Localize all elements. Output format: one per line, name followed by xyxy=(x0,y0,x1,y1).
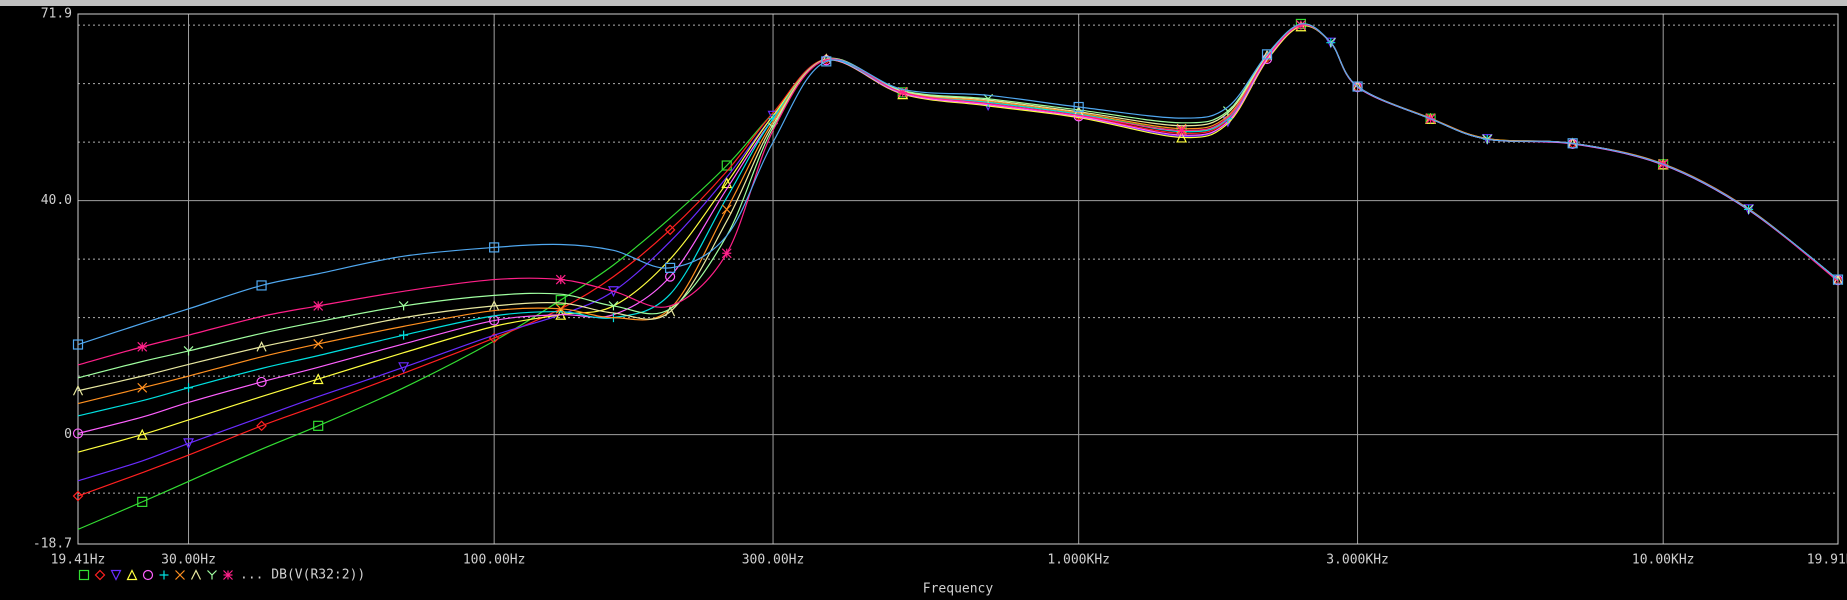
legend-marker xyxy=(126,569,138,581)
marker xyxy=(1176,125,1187,136)
marker xyxy=(137,341,148,352)
marker xyxy=(72,490,84,502)
marker xyxy=(665,262,676,273)
x-tick-label: 3.000KHz xyxy=(1326,553,1389,568)
marker xyxy=(313,339,324,349)
marker xyxy=(398,300,409,311)
x-axis-label: Frequency xyxy=(923,582,994,597)
marker xyxy=(1261,49,1273,61)
y-tick-label: -18.7 xyxy=(33,537,72,552)
marker xyxy=(256,280,267,291)
marker xyxy=(1352,81,1363,92)
marker xyxy=(399,330,409,340)
marker xyxy=(721,248,732,259)
marker xyxy=(555,303,566,314)
marker xyxy=(72,428,84,439)
marker xyxy=(256,341,267,352)
marker xyxy=(820,53,832,65)
plot-background xyxy=(0,6,1847,600)
marker xyxy=(1295,20,1306,31)
marker xyxy=(398,362,410,374)
legend-marker xyxy=(110,569,122,581)
marker xyxy=(1073,101,1084,113)
marker xyxy=(137,496,148,507)
marker xyxy=(721,177,733,189)
window-edge xyxy=(0,0,1847,6)
marker xyxy=(183,346,194,356)
marker xyxy=(1222,106,1233,116)
x-tick-label: 30.00Hz xyxy=(161,553,216,568)
legend-marker xyxy=(207,570,217,580)
marker xyxy=(313,420,324,431)
marker xyxy=(72,339,84,350)
marker xyxy=(137,382,148,393)
legend-marker xyxy=(190,569,202,580)
marker xyxy=(256,376,267,388)
marker xyxy=(183,438,194,450)
marker xyxy=(608,300,619,311)
legend-marker xyxy=(223,570,233,580)
marker xyxy=(821,56,832,67)
marker xyxy=(555,294,566,306)
legend-marker xyxy=(175,570,185,580)
marker xyxy=(1261,49,1273,60)
x-tick-label: 19.41Hz xyxy=(51,553,106,568)
y-tick-label: 0 xyxy=(64,427,72,442)
marker xyxy=(555,274,566,285)
marker xyxy=(313,300,324,311)
marker xyxy=(136,428,148,440)
marker xyxy=(665,305,676,317)
y-tick-label: 40.0 xyxy=(41,193,72,208)
trace xyxy=(77,24,1839,405)
legend-marker xyxy=(159,570,169,580)
marker xyxy=(312,373,324,385)
legend-label: ... DB(V(R32:2)) xyxy=(240,568,365,583)
marker xyxy=(184,383,194,393)
marker xyxy=(489,300,500,311)
legend-marker xyxy=(78,569,90,581)
x-tick-label: 300.00Hz xyxy=(742,553,805,568)
x-tick-label: 1.000KHz xyxy=(1047,553,1110,568)
marker xyxy=(1832,274,1844,285)
marker xyxy=(256,420,267,432)
marker xyxy=(1176,131,1188,143)
marker xyxy=(897,87,908,98)
marker xyxy=(664,224,676,236)
x-tick-label: 10.00KHz xyxy=(1632,553,1695,568)
x-tick-label: 100.00Hz xyxy=(463,553,526,568)
marker xyxy=(489,242,500,253)
x-tick-label: 19.91KHz xyxy=(1807,553,1847,568)
legend-marker xyxy=(94,569,106,581)
legend-marker xyxy=(142,569,154,581)
marker xyxy=(1567,138,1578,149)
trace xyxy=(77,23,1839,346)
y-tick-label: 71.9 xyxy=(41,7,72,22)
marker xyxy=(72,384,84,396)
marker xyxy=(721,204,732,215)
